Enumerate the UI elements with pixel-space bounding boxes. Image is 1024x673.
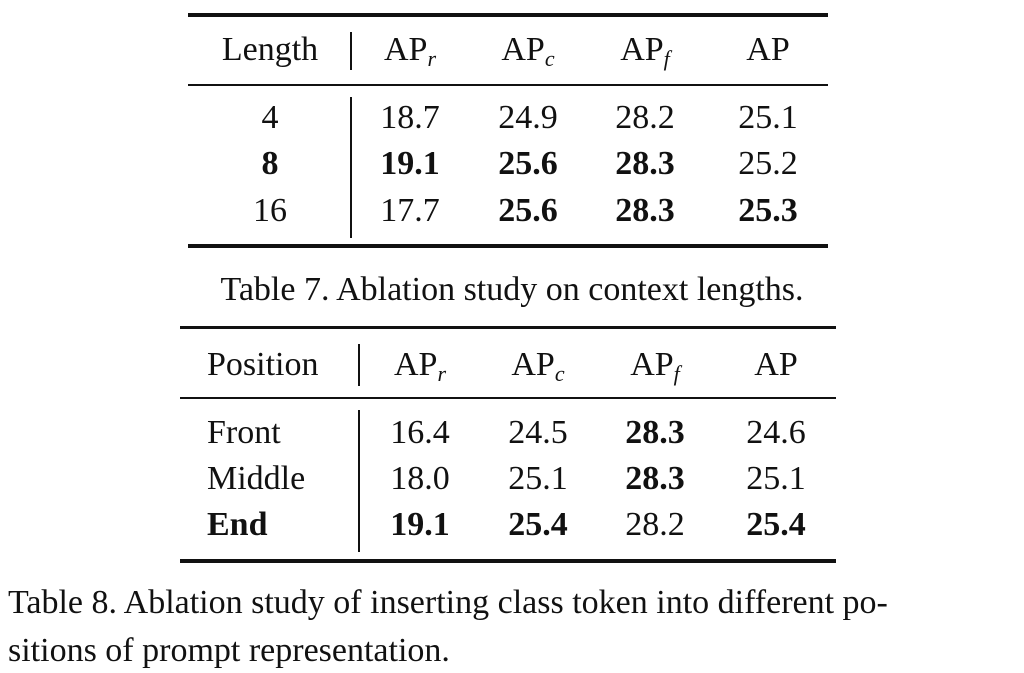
table-cell: 4	[261, 99, 279, 136]
header-sub: r	[427, 46, 437, 71]
rule	[350, 97, 352, 238]
table-cell: Front	[207, 414, 281, 451]
header-sub: r	[437, 361, 447, 386]
table-cell: 17.7	[380, 192, 440, 229]
rule	[350, 32, 352, 70]
rule	[180, 397, 836, 399]
table-cell: 25.1	[746, 460, 806, 497]
table-cell: 28.2	[625, 506, 685, 543]
table-cell: 24.9	[498, 99, 558, 136]
table-cell: 25.1	[738, 99, 798, 136]
header-cell: APr	[393, 346, 446, 385]
table-cell: 25.2	[738, 145, 798, 182]
header-cell: Position	[207, 348, 318, 382]
table-cell: 19.1	[390, 506, 450, 543]
table-cell: 25.6	[498, 145, 558, 182]
header-text: AP	[501, 31, 545, 68]
header-text: AP	[746, 31, 790, 68]
header-cell: APc	[511, 346, 564, 385]
header-text: Length	[221, 31, 319, 68]
rule	[180, 559, 836, 563]
table-cell: 28.3	[625, 460, 685, 497]
table-cell: 16	[253, 192, 287, 229]
table-cell: Middle	[207, 460, 306, 497]
header-cell: AP	[746, 33, 789, 67]
header-sub: f	[663, 46, 670, 71]
table-cell: 18.7	[380, 99, 440, 136]
header-sub: f	[673, 361, 680, 386]
table-cell: 28.3	[625, 414, 685, 451]
table-cell: 28.3	[615, 192, 675, 229]
header-cell: APf	[630, 346, 680, 385]
table-cell: 25.1	[508, 460, 568, 497]
header-text: Position	[207, 346, 319, 383]
table-cell: 25.6	[498, 192, 558, 229]
table-cell: 28.2	[615, 99, 675, 136]
table-cell: 18.0	[390, 460, 450, 497]
caption: sitions of prompt representation.	[8, 632, 450, 669]
table-cell: End	[207, 506, 268, 543]
header-text: AP	[620, 31, 664, 68]
table-cell: 19.1	[380, 145, 440, 182]
header-cell: APc	[501, 31, 554, 70]
header-text: AP	[393, 346, 438, 383]
header-text: AP	[630, 346, 674, 383]
rule	[358, 344, 360, 386]
caption: Table 7. Ablation study on context lengt…	[220, 271, 804, 308]
table-cell: 25.4	[746, 506, 806, 543]
header-cell: Length	[222, 33, 318, 67]
header-text: AP	[511, 346, 555, 383]
table-cell: 25.4	[508, 506, 568, 543]
table-cell: 8	[261, 145, 279, 182]
rule	[188, 84, 828, 86]
table-cell: 28.3	[615, 145, 675, 182]
header-text: AP	[754, 346, 798, 383]
rule	[358, 410, 360, 552]
header-text: AP	[383, 31, 428, 68]
header-sub: c	[544, 46, 555, 71]
header-cell: APr	[383, 31, 436, 70]
table-cell: 16.4	[390, 414, 450, 451]
table-cell: 25.3	[738, 192, 798, 229]
rule	[188, 244, 828, 248]
rule	[188, 13, 828, 17]
caption: Table 8. Ablation study of inserting cla…	[8, 584, 888, 621]
table-cell: 24.6	[746, 414, 806, 451]
header-sub: c	[554, 361, 565, 386]
header-cell: AP	[754, 348, 797, 382]
rule	[180, 326, 836, 329]
header-cell: APf	[620, 31, 670, 70]
table-cell: 24.5	[508, 414, 568, 451]
